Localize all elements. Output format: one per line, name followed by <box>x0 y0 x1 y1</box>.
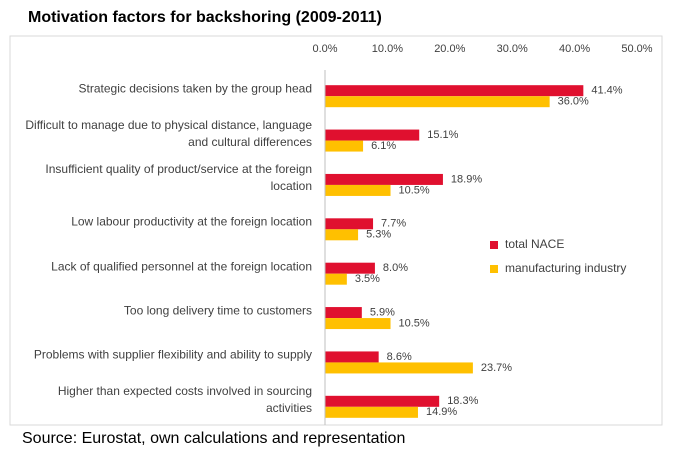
bar <box>325 85 584 97</box>
value-label: 5.3% <box>366 229 391 241</box>
chart-frame <box>9 35 663 426</box>
bar <box>325 406 418 418</box>
value-label: 3.5% <box>355 273 380 285</box>
source-note: Source: Eurostat, own calculations and r… <box>22 430 406 447</box>
category-label: Low labour productivity at the foreign l… <box>71 214 312 229</box>
value-label: 41.4% <box>591 85 622 97</box>
value-label: 18.3% <box>447 395 478 407</box>
value-label: 23.7% <box>481 362 512 374</box>
value-label: 18.9% <box>451 173 482 185</box>
bar <box>325 273 347 285</box>
category-label: Problems with supplier flexibility and a… <box>33 347 312 362</box>
x-tick-label: 20.0% <box>434 43 465 55</box>
x-tick-label: 0.0% <box>312 43 337 55</box>
bar <box>325 362 473 374</box>
value-label: 7.7% <box>381 218 406 230</box>
value-label: 14.9% <box>426 406 457 418</box>
value-label: 36.0% <box>558 96 589 108</box>
value-label: 10.5% <box>399 184 430 196</box>
bar <box>325 173 443 185</box>
bar <box>325 229 359 241</box>
x-tick-label: 10.0% <box>372 43 403 55</box>
category-label: Higher than expected costs involved in s… <box>57 383 312 415</box>
bar <box>325 140 364 152</box>
x-tick-label: 30.0% <box>497 43 528 55</box>
legend-label: total NACE <box>505 237 564 251</box>
bar <box>325 318 391 330</box>
category-label: Too long delivery time to customers <box>123 303 312 318</box>
category-label: Difficult to manage due to physical dist… <box>25 117 312 149</box>
legend-label: manufacturing industry <box>505 261 626 275</box>
chart-title: Motivation factors for backshoring (2009… <box>28 9 382 26</box>
bar <box>325 307 362 319</box>
value-label: 8.0% <box>383 262 408 274</box>
bar <box>325 218 374 230</box>
value-label: 15.1% <box>427 129 458 141</box>
category-label: Insufficient quality of product/service … <box>45 161 312 193</box>
value-label: 6.1% <box>371 140 396 152</box>
category-label: Lack of qualified personnel at the forei… <box>51 259 312 274</box>
bar <box>325 262 375 274</box>
legend-swatch <box>490 265 498 273</box>
bar <box>325 351 379 363</box>
bar <box>325 184 391 196</box>
x-tick-label: 50.0% <box>621 43 652 55</box>
category-label: Strategic decisions taken by the group h… <box>78 81 312 96</box>
value-label: 5.9% <box>370 306 395 318</box>
value-label: 8.6% <box>387 351 412 363</box>
bar <box>325 395 440 407</box>
value-label: 10.5% <box>399 317 430 329</box>
legend-swatch <box>490 241 498 249</box>
bar <box>325 96 550 108</box>
bar <box>325 129 420 141</box>
x-tick-label: 40.0% <box>559 43 590 55</box>
